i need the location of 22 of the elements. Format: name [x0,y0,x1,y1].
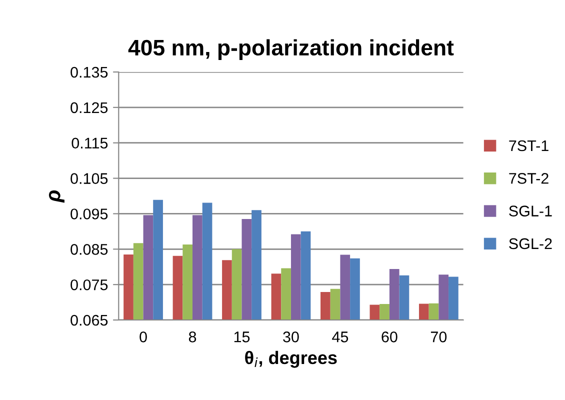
x-tick-label: 60 [382,332,398,342]
legend-label: 7ST-1 [509,140,548,152]
y-tick-label: 0.105 [70,173,108,184]
y-tick-label: 0.115 [72,138,108,149]
y-tick-label: 0.085 [70,244,108,255]
y-tick-label: 0.095 [70,208,108,220]
chart-title: 405 nm, p-polarization incident [128,39,454,60]
x-tick-label: 15 [234,332,250,342]
x-tick-label: 0 [140,332,147,342]
x-tick-label: 70 [430,332,447,342]
x-tick-label: 45 [332,332,348,342]
y-tick-label: 0.135 [70,66,108,78]
y-tick-label: 0.125 [70,102,108,114]
y-tick-label: 0.075 [70,279,108,290]
x-tick-label: 30 [283,332,299,342]
legend-label: 7ST-2 [509,172,548,184]
legend-label: SGL-2 [509,238,552,250]
x-tick-label: 8 [188,332,196,342]
y-axis-title: ρ [48,190,64,203]
y-tick-label: 0.065 [70,314,108,326]
x-axis-title: θ$_{i}$, degrees [245,350,337,368]
legend-label: SGL-1 [509,206,552,216]
